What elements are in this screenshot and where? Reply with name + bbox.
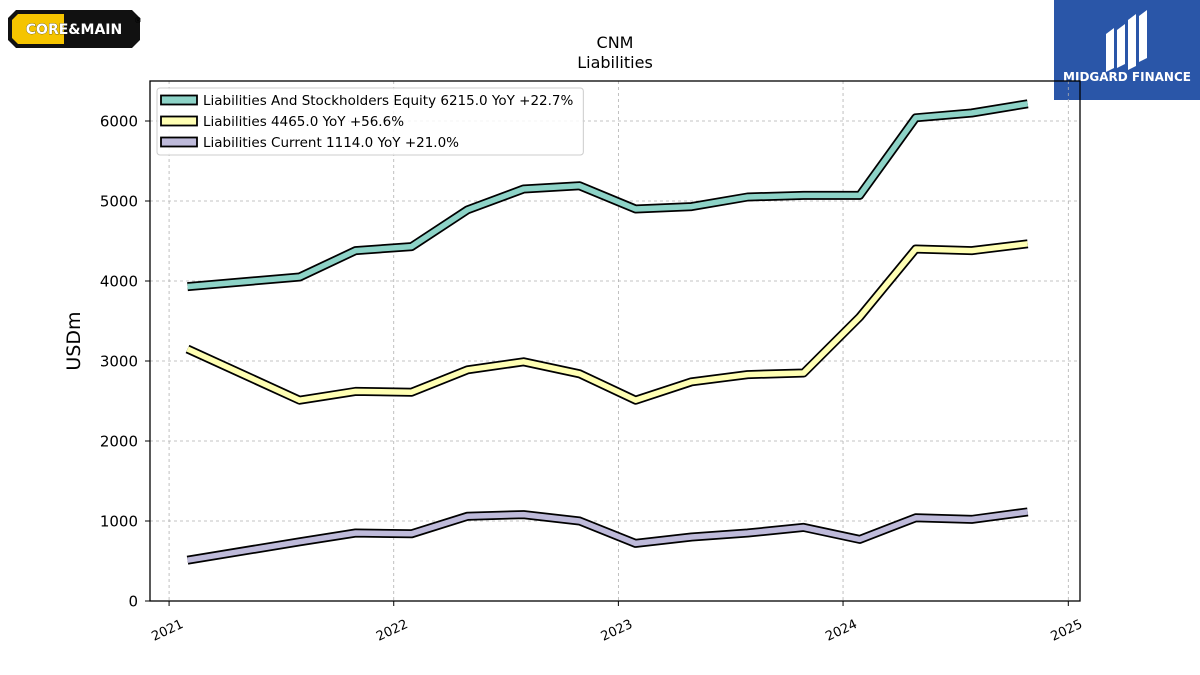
legend-box [156,87,584,156]
legend-entry: Liabilities 4465.0 YoY +56.6% [203,114,404,130]
y-tick-label: 0 [128,593,138,611]
core-main-logo: CORE&MAIN [8,10,140,48]
left-logo-text: CORE&MAIN [26,22,122,38]
y-tick-label: 3000 [100,353,138,371]
legend-entry: Liabilities Current 1114.0 YoY +21.0% [203,135,459,151]
y-tick-label: 1000 [100,513,138,531]
x-tick-label: 2024 [823,617,859,645]
right-logo-text: MIDGARD FINANCE [1063,70,1191,84]
registered-mark: ® [134,16,142,25]
y-tick-label: 5000 [100,193,138,211]
chart-title: CNM [597,33,634,52]
midgard-finance-logo: MIDGARD FINANCE [1054,0,1200,100]
series-line [186,241,1029,403]
series-lines [185,99,1029,565]
x-tick-label: 2021 [149,617,185,645]
legend-swatch [160,115,198,127]
y-tick-label: 6000 [100,113,138,131]
legend: Liabilities And Stockholders Equity 6215… [156,87,584,156]
legend-entry: Liabilities And Stockholders Equity 6215… [203,93,573,109]
plot-frame [149,80,1081,602]
y-tick-label: 4000 [100,273,138,291]
legend-swatch [160,136,198,148]
chart-subtitle: Liabilities [577,53,653,72]
series-line [187,101,1029,290]
series-line-outline [186,507,1029,565]
x-tick-label: 2025 [1049,617,1085,645]
series-line [187,509,1029,563]
y-axis-label: USDm [63,311,85,370]
x-tick-label: 2023 [599,617,635,645]
y-tick-label: 2000 [100,433,138,451]
x-tick-label: 2022 [374,617,410,645]
legend-swatch [160,94,198,106]
midgard-mark-icon [1106,10,1147,72]
